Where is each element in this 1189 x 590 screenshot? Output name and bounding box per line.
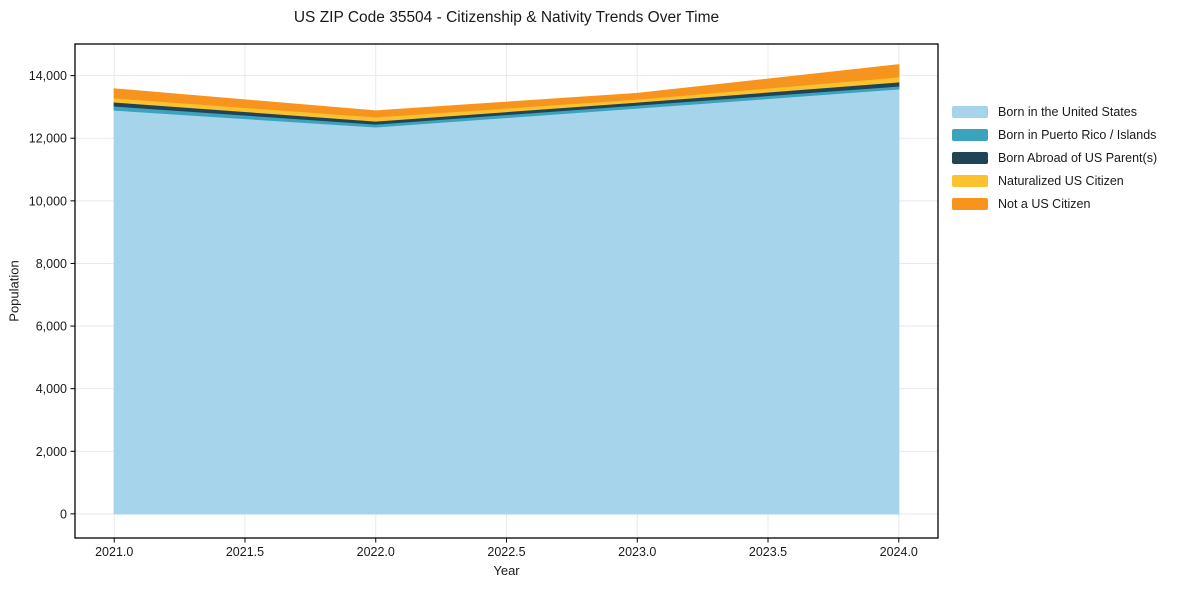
y-tick-label: 14,000: [29, 69, 67, 83]
chart-title: US ZIP Code 35504 - Citizenship & Nativi…: [293, 9, 720, 26]
x-tick-label: 2024.0: [880, 545, 918, 559]
legend-item-1: Born in Puerto Rico / Islands: [952, 126, 1157, 144]
legend-item-0: Born in the United States: [952, 103, 1157, 121]
area-series-4: [113, 64, 900, 118]
legend-item-4: Not a US Citizen: [952, 195, 1157, 213]
y-tick-label: 12,000: [29, 132, 67, 146]
x-tick-label: 2023.5: [749, 545, 787, 559]
x-tick-label: 2022.5: [487, 545, 525, 559]
y-tick-label: 6,000: [36, 320, 67, 334]
area-series-0: [113, 88, 900, 515]
y-axis-label: Population: [6, 260, 22, 322]
y-tick-label: 10,000: [29, 194, 67, 208]
legend-label: Born Abroad of US Parent(s): [998, 151, 1158, 165]
y-tick-label: 0: [60, 507, 67, 521]
legend-swatch: [952, 175, 988, 187]
x-tick-label: 2022.0: [357, 545, 395, 559]
legend: Born in the United States Born in Puerto …: [952, 103, 1157, 213]
x-tick-label: 2021.5: [226, 545, 264, 559]
legend-label: Born in Puerto Rico / Islands: [998, 128, 1157, 142]
legend-label: Naturalized US Citizen: [998, 174, 1124, 188]
legend-swatch: [952, 152, 988, 164]
legend-item-2: Born Abroad of US Parent(s): [952, 149, 1157, 167]
legend-swatch: [952, 129, 988, 141]
legend-item-3: Naturalized US Citizen: [952, 172, 1157, 190]
x-tick-label: 2023.0: [618, 545, 656, 559]
legend-label: Not a US Citizen: [998, 197, 1091, 211]
y-tick-label: 2,000: [36, 445, 67, 459]
x-tick-label: 2021.0: [95, 545, 133, 559]
y-tick-label: 8,000: [36, 257, 67, 271]
legend-swatch: [952, 198, 988, 210]
y-tick-label: 4,000: [36, 382, 67, 396]
legend-swatch: [952, 106, 988, 118]
x-axis-label: Year: [493, 563, 520, 578]
legend-label: Born in the United States: [998, 105, 1137, 119]
